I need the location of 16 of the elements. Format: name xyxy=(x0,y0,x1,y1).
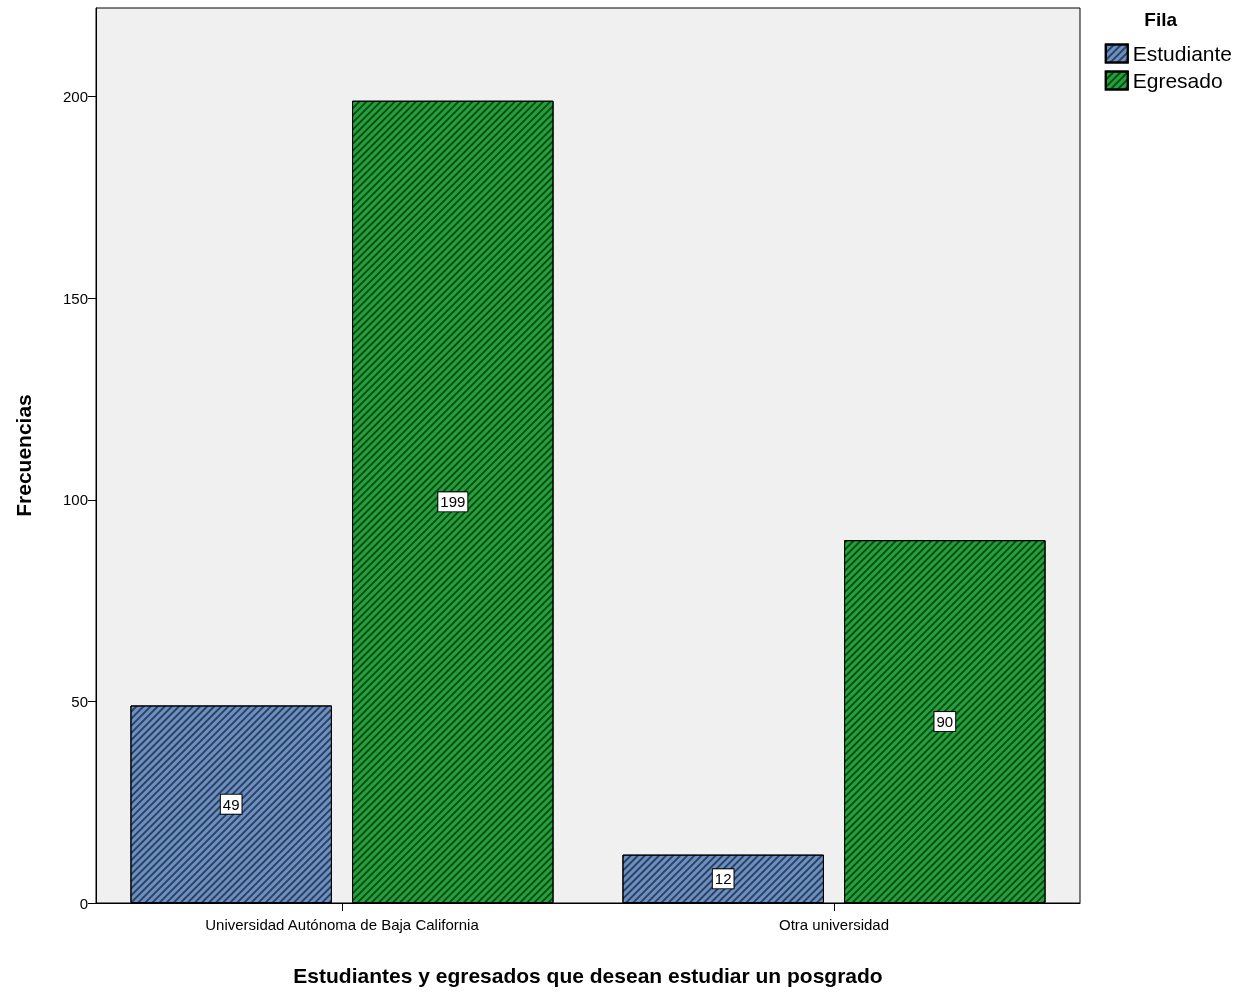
data-label: 12 xyxy=(714,870,732,888)
legend-label: Estudiante xyxy=(1132,42,1233,65)
legend-title: Fila xyxy=(1144,9,1178,30)
data-label: 199 xyxy=(440,493,466,511)
y-tick-label: 0 xyxy=(79,894,88,912)
legend-label: Egresado xyxy=(1132,69,1223,92)
data-label: 49 xyxy=(222,795,240,813)
x-tick-label: Universidad Autónoma de Baja California xyxy=(205,916,480,933)
y-axis-title: Frecuencias xyxy=(12,394,35,517)
x-tick-label: Otra universidad xyxy=(778,916,890,933)
data-label: 90 xyxy=(936,713,954,731)
y-tick-label: 200 xyxy=(62,88,88,106)
x-axis-title: Estudiantes y egresados que desean estudiar un posgrado xyxy=(293,964,883,987)
y-tick-label: 150 xyxy=(62,289,88,307)
y-tick-label: 50 xyxy=(71,692,88,710)
y-tick-label: 100 xyxy=(62,491,88,509)
